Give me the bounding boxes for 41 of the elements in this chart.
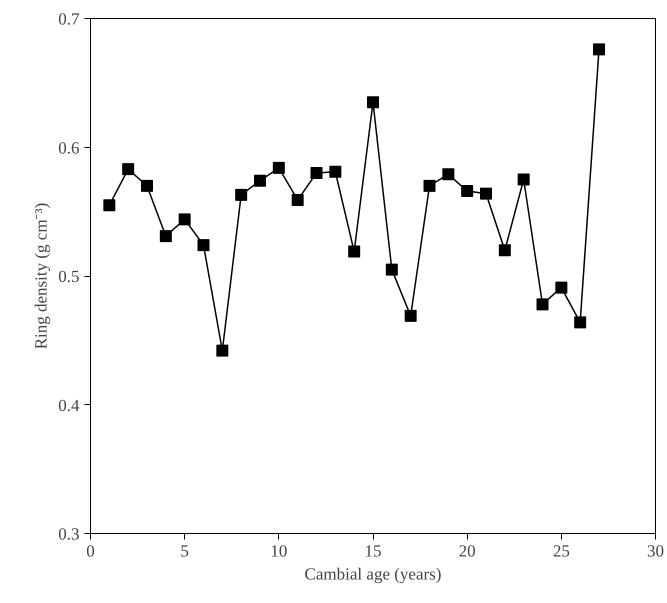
point (254, 174, 266, 187)
y-tick-label: 0.3 (58, 524, 80, 544)
x-tick-label: 15 (364, 542, 382, 560)
point (593, 43, 605, 56)
y-axis-title: Ring density (g cm⁻³) (31, 202, 50, 350)
y-tick-label: 0.7 (58, 10, 80, 28)
y-tick-label: 0.4 (58, 396, 80, 415)
point (367, 96, 379, 108)
point (386, 264, 398, 276)
point (160, 230, 172, 242)
point (518, 173, 530, 186)
point (103, 199, 116, 212)
point (141, 180, 153, 192)
point (574, 316, 586, 328)
point (442, 168, 454, 180)
point (536, 298, 548, 310)
point (272, 162, 285, 174)
point (216, 344, 228, 357)
point (329, 166, 342, 178)
point (404, 310, 417, 322)
point (122, 163, 134, 176)
point (292, 194, 304, 206)
x-tick-label: 25 (552, 542, 570, 560)
point (424, 180, 436, 192)
point (178, 213, 191, 226)
point (348, 246, 360, 258)
point (198, 239, 210, 252)
x-tick-label: 0 (86, 542, 95, 560)
point (555, 282, 568, 294)
point (310, 167, 322, 179)
y-tick-label: 0.5 (58, 267, 80, 286)
x-tick-label: 30 (647, 542, 664, 560)
x-tick-label: 5 (180, 542, 189, 560)
point (498, 244, 511, 256)
y-tick-label: 0.6 (58, 138, 80, 158)
x-tick-label: 20 (458, 542, 476, 560)
x-axis-title: Cambial age (years) (304, 564, 442, 584)
x-tick-label: 10 (270, 542, 288, 560)
point (461, 185, 474, 198)
point (480, 188, 492, 200)
point (235, 188, 248, 201)
